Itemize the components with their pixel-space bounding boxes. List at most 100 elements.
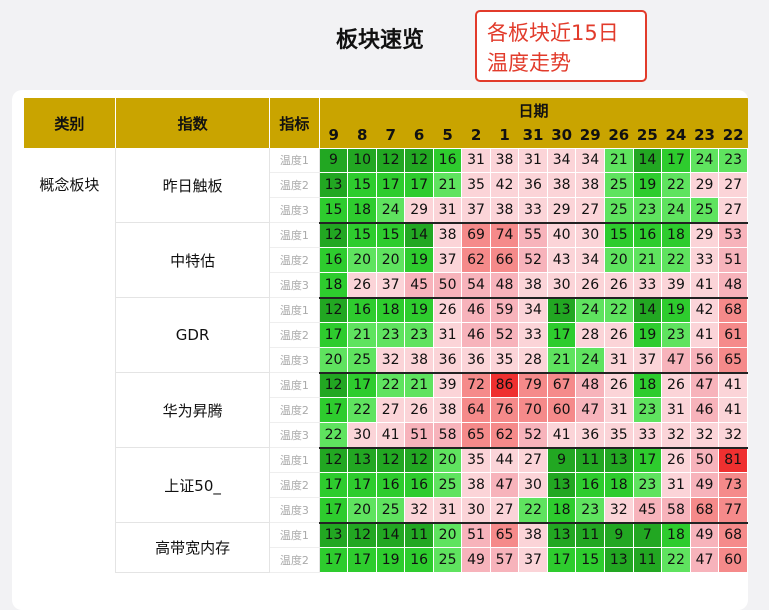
heat-cell: 74: [489, 221, 520, 248]
heat-cell: 18: [347, 197, 377, 223]
day-header: 26: [604, 122, 634, 148]
heat-cell: 25: [604, 172, 634, 198]
heat-cell: 12: [318, 371, 349, 398]
heat-cell: 18: [604, 472, 634, 498]
heat-cell: 17: [347, 371, 377, 398]
heat-cell: 17: [318, 322, 349, 348]
heat-cell: 37: [432, 247, 463, 273]
heat-cell: 20: [432, 521, 463, 548]
heat-cell: 22: [661, 547, 691, 573]
table-row: 温度3 15 18 24 29 31 37 38 33 29 27 25 23 24 25 27: [24, 197, 748, 223]
heat-cell: 73: [718, 472, 748, 498]
heat-cell: 13: [546, 296, 577, 323]
heat-cell: 42: [689, 296, 720, 323]
heat-cell: 22: [604, 296, 634, 323]
heat-cell: 38: [461, 472, 491, 498]
day-header: 6: [404, 122, 434, 148]
heat-cell: 41: [375, 422, 406, 448]
heat-cell: 51: [404, 422, 434, 448]
heat-cell: 29: [689, 172, 720, 198]
heat-cell: 17: [318, 497, 349, 523]
heat-cell: 31: [432, 197, 463, 223]
header-date: 日期: [319, 98, 748, 123]
day-header: 9: [319, 122, 348, 148]
heat-cell: 16: [347, 296, 377, 323]
indicator-label: 温度1: [269, 372, 320, 398]
header-indicator: 指标: [269, 98, 320, 148]
page-title: 板块速览: [335, 28, 424, 53]
table-row: 温度3 22 30 41 51 58 65 62 52 41 36 35 33 32 32 32: [24, 422, 748, 448]
heat-cell: 33: [689, 247, 720, 273]
heat-cell: 27: [718, 172, 748, 198]
heat-cell: 27: [489, 497, 520, 523]
heat-cell: 38: [489, 197, 520, 223]
heat-cell: 37: [461, 197, 491, 223]
index-name: 中特估: [115, 222, 271, 298]
heat-cell: 52: [518, 422, 548, 448]
heat-cell: 34: [575, 247, 605, 273]
heat-cell: 38: [575, 172, 605, 198]
day-header: 25: [633, 122, 662, 148]
heat-cell: 10: [347, 147, 377, 173]
day-header-row: 9 8 7 6 5 2 1 31 30 29 26 25 24 23 22: [24, 122, 748, 148]
heat-cell: 16: [404, 472, 434, 498]
heat-cell: 17: [347, 472, 377, 498]
heat-cell: 50: [689, 446, 720, 473]
heat-cell: 13: [347, 446, 377, 473]
table-row: 上证50_ 温度1 12 13 12 12 20 35 44 27 9 11 13 17 26 50 81: [24, 446, 748, 523]
heat-cell: 26: [432, 296, 463, 323]
heat-cell: 49: [689, 472, 720, 498]
table-row: 温度2 16 20 20 19 37 62 66 52 43 34 20 21 22 33 51: [24, 247, 748, 273]
heat-cell: 16: [632, 221, 663, 248]
heat-cell: 51: [461, 521, 491, 548]
heat-cell: 23: [718, 147, 748, 173]
table-row: 温度2 17 22 27 26 38 64 76 70 60 47 31 23 31 46 41: [24, 397, 748, 423]
heat-cell: 17: [318, 547, 349, 573]
heat-cell: 45: [404, 272, 434, 298]
heat-cell: 11: [575, 521, 605, 548]
indicator-label: 温度1: [269, 297, 320, 323]
heat-cell: 34: [575, 147, 605, 173]
heat-cell: 37: [518, 547, 548, 573]
heat-cell: 21: [546, 347, 577, 373]
heat-cell: 26: [661, 371, 691, 398]
heat-cell: 39: [661, 272, 691, 298]
heat-cell: 19: [632, 172, 663, 198]
heat-cell: 58: [661, 497, 691, 523]
heat-cell: 77: [718, 497, 748, 523]
heat-cell: 48: [575, 371, 605, 398]
heatmap-body: 概念板块 昨日触板 温度1 9 10 12 12 16 31 38 31 34 34 21 14 17 24 23…: [24, 147, 748, 573]
heat-cell: 22: [347, 397, 377, 423]
table-row: 概念板块 昨日触板 温度1 9 10 12 12 16 31 38 31 34 34 21 14 17 24 23: [24, 147, 748, 573]
indicator-label: 温度3: [269, 272, 320, 298]
day-header: 23: [690, 122, 719, 148]
heat-cell: 38: [432, 397, 463, 423]
heat-cell: 76: [489, 397, 520, 423]
heat-cell: 45: [632, 497, 663, 523]
heat-cell: 30: [575, 221, 605, 248]
heat-cell: 62: [489, 422, 520, 448]
heat-cell: 66: [489, 247, 520, 273]
index-name: 华为昇腾: [115, 372, 271, 448]
heat-cell: 25: [375, 497, 406, 523]
heat-cell: 34: [546, 147, 577, 173]
indicator-label: 温度2: [269, 322, 320, 348]
indicator-label: 温度2: [269, 397, 320, 423]
heat-cell: 46: [461, 296, 491, 323]
heat-cell: 36: [575, 422, 605, 448]
day-header: 2: [461, 122, 491, 148]
heat-cell: 26: [347, 272, 377, 298]
heat-cell: 37: [632, 347, 663, 373]
heat-cell: 30: [461, 497, 491, 523]
heat-cell: 37: [375, 272, 406, 298]
day-header: 22: [718, 122, 748, 148]
day-header: 31: [518, 122, 548, 148]
heat-cell: 12: [347, 521, 377, 548]
heat-cell: 79: [518, 371, 548, 398]
indicator-label: 温度1: [269, 522, 320, 548]
heat-cell: 23: [632, 397, 663, 423]
heat-cell: 67: [546, 371, 577, 398]
heat-cell: 64: [461, 397, 491, 423]
heat-cell: 13: [318, 521, 349, 548]
heat-cell: 41: [689, 272, 720, 298]
